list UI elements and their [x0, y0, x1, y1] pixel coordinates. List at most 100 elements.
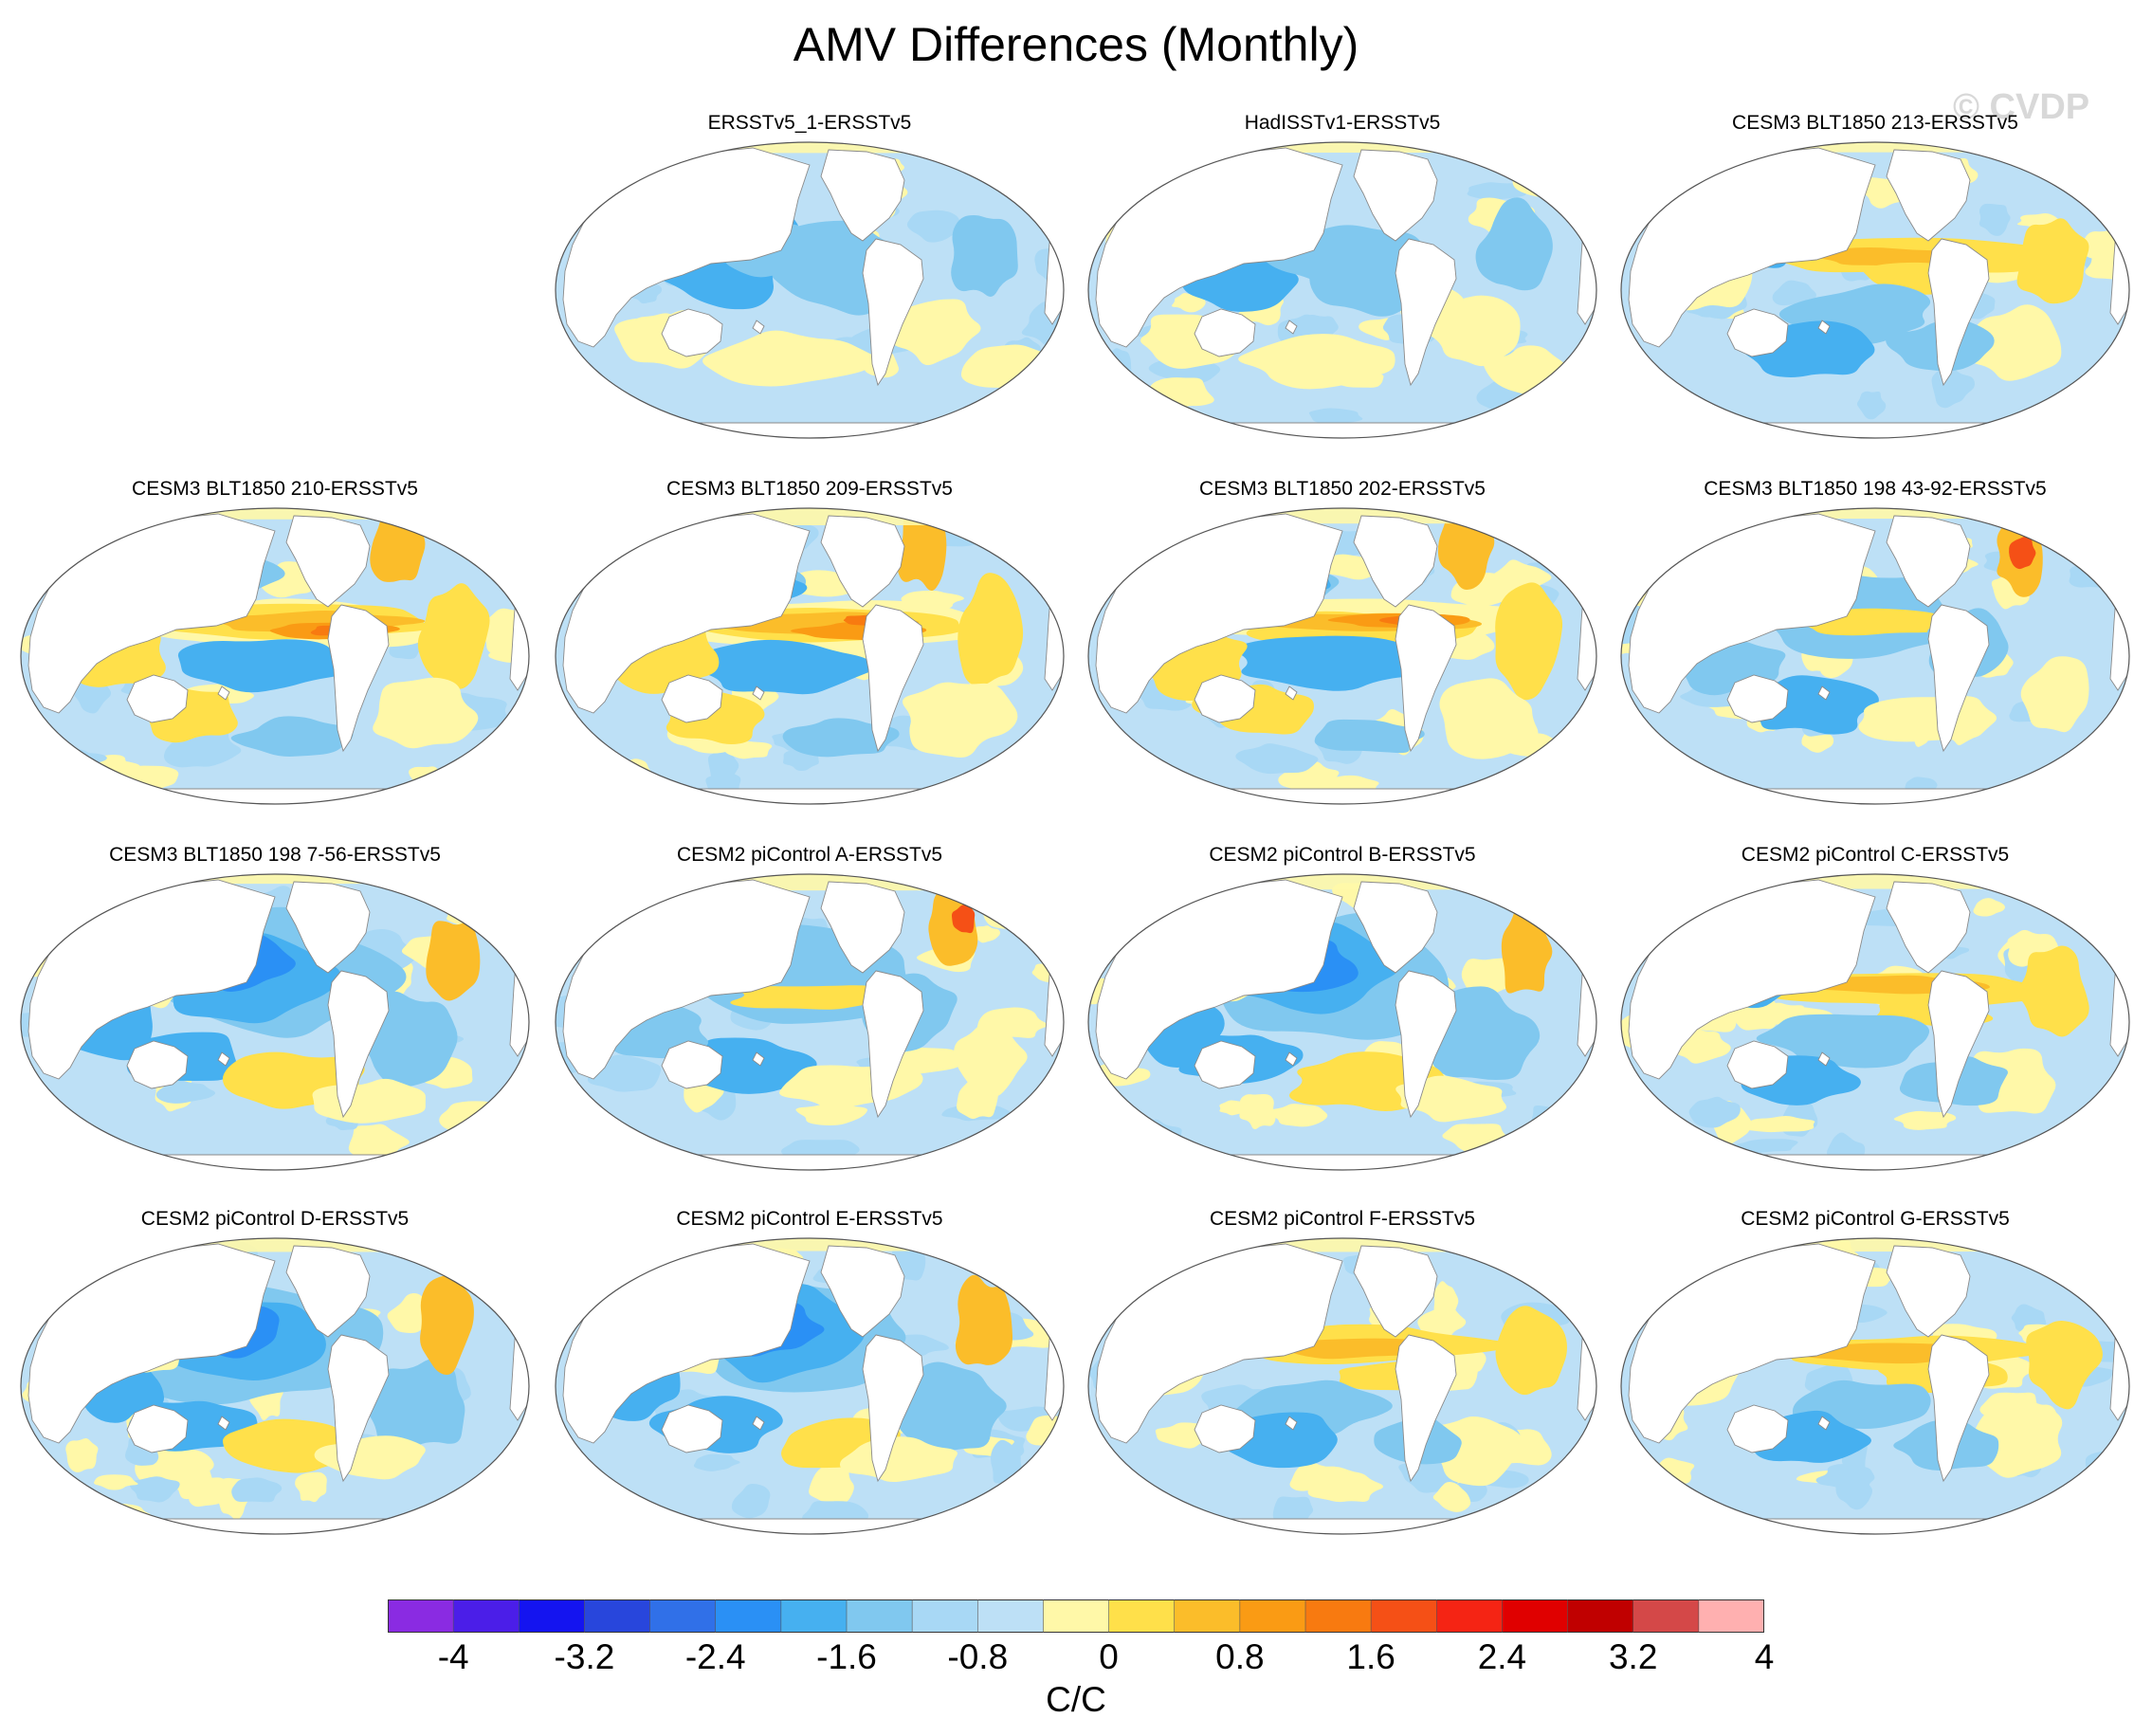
- land-mass: [126, 1040, 189, 1089]
- land-mass: [327, 970, 390, 1119]
- anomaly-contour: [35, 1112, 75, 1148]
- figure-title: AMV Differences (Monthly): [793, 18, 1359, 71]
- colorbar-swatch: [1502, 1599, 1569, 1633]
- land-mass: [1886, 881, 1971, 974]
- panel-title: CESM2 piControl F-ERSSTv5: [1209, 1208, 1476, 1230]
- world-map: [555, 1237, 1065, 1535]
- world-map: [555, 141, 1065, 439]
- anomaly-contour: [689, 639, 875, 695]
- land-mass: [862, 238, 924, 387]
- anomaly-contour: [231, 1477, 283, 1503]
- anomaly-contour: [556, 880, 624, 908]
- anomaly-contour: [177, 639, 359, 693]
- land-mass: [1927, 604, 1990, 753]
- anomaly-contour: [903, 682, 1018, 758]
- anomaly-contour: [2100, 163, 2129, 179]
- map-panel: CESM2 piControl A-ERSSTv5: [550, 844, 1069, 1174]
- land-mass: [217, 1051, 230, 1067]
- panel-title: CESM3 BLT1850 202-ERSSTv5: [1199, 478, 1486, 500]
- land-mass: [126, 674, 189, 723]
- land-mass: [1817, 685, 1831, 701]
- land-mass: [1886, 515, 1971, 608]
- land-mass: [1044, 582, 1064, 691]
- colorbar-tick-label: 0.8: [1215, 1637, 1265, 1676]
- anomaly-contour: [957, 573, 1024, 685]
- anomaly-contour: [951, 215, 1018, 297]
- map-border: [1620, 141, 2130, 439]
- land-mass: [2109, 948, 2129, 1057]
- land-mass: [1817, 1051, 1831, 1067]
- anomaly-contour: [1118, 142, 1168, 179]
- anomaly-contour: [1772, 280, 1816, 306]
- anomaly-contour: [1979, 203, 2011, 236]
- anomaly-contour: [295, 1471, 327, 1503]
- anomaly-contour: [2017, 945, 2089, 1037]
- land-mass: [1817, 320, 1831, 335]
- land-mass: [1886, 149, 1971, 242]
- anomaly-contour: [370, 508, 426, 582]
- anomaly-contour: [1621, 192, 1644, 222]
- watermark: © CVDP: [1953, 87, 2090, 127]
- colorbar-swatch: [519, 1599, 585, 1633]
- land-mass: [509, 1312, 529, 1421]
- land-mass: [285, 1245, 371, 1338]
- world-map: [1087, 507, 1597, 805]
- anomaly-contour: [1298, 315, 1339, 339]
- anomaly-contour: [731, 1484, 771, 1519]
- land-mass: [1353, 1245, 1438, 1338]
- anomaly-contour: [1858, 696, 1997, 742]
- land-mass: [1353, 149, 1438, 242]
- colorbar-swatch: [1305, 1599, 1372, 1633]
- anomaly-contour: [1566, 738, 1596, 781]
- colorbar-tick-label: 3.2: [1608, 1637, 1658, 1676]
- land-mass: [1353, 515, 1438, 608]
- land-mass: [1285, 1051, 1298, 1067]
- land-mass: [1044, 948, 1064, 1057]
- land-mass: [752, 320, 765, 335]
- anomaly-contour: [1439, 678, 1539, 759]
- anomaly-contour: [1856, 391, 1887, 420]
- colorbar-swatch: [977, 1599, 1044, 1633]
- anomaly-contour: [693, 1453, 740, 1471]
- anomaly-contour: [556, 893, 593, 913]
- panel-title: HadISSTv1-ERSSTv5: [1244, 112, 1441, 134]
- anomaly-contour: [2085, 1450, 2129, 1479]
- anomaly-contour: [1308, 408, 1363, 424]
- anomaly-contour: [420, 1275, 474, 1375]
- anomaly-contour: [426, 921, 481, 1001]
- colorbar-units: C/C: [1046, 1680, 1106, 1719]
- land-mass: [1044, 216, 1064, 325]
- anomaly-contour: [1104, 348, 1132, 385]
- world-map: [20, 1237, 530, 1535]
- land-mass: [1927, 238, 1990, 387]
- anomaly-contour: [1289, 1462, 1345, 1491]
- anomaly-contour: [94, 1474, 138, 1490]
- colorbar-swatch: [1174, 1599, 1241, 1633]
- map-panel: HadISSTv1-ERSSTv5: [1083, 112, 1602, 442]
- world-map: [1620, 141, 2130, 439]
- panel-title: CESM3 BLT1850 198 7-56-ERSSTv5: [109, 844, 441, 866]
- map-panel: ERSSTv5_1-ERSSTv5: [550, 112, 1069, 442]
- world-map: [555, 507, 1065, 805]
- anomaly-contour: [1236, 635, 1416, 691]
- land-mass: [2109, 582, 2129, 691]
- anomaly-contour: [373, 677, 479, 749]
- land-mass: [1395, 604, 1457, 753]
- anomaly-contour: [1432, 1481, 1471, 1512]
- world-map: [20, 873, 530, 1171]
- colorbar-tick-label: -1.6: [816, 1637, 877, 1676]
- land-mass: [285, 881, 371, 974]
- anomaly-contour: [2016, 218, 2089, 304]
- colorbar-tick-label: -2.4: [684, 1637, 746, 1676]
- land-mass: [1886, 1245, 1971, 1338]
- anomaly-contour: [1021, 301, 1064, 346]
- anomaly-contour: [1524, 1265, 1596, 1283]
- anomaly-contour: [1461, 958, 1516, 995]
- panel-title: CESM3 BLT1850 213-ERSSTv5: [1732, 112, 2018, 134]
- colorbar-swatch: [1239, 1599, 1306, 1633]
- colorbar-tick-label: 1.6: [1346, 1637, 1395, 1676]
- land-mass: [1817, 1416, 1831, 1431]
- land-mass: [661, 674, 723, 723]
- world-map: [555, 873, 1065, 1171]
- anomaly-contour: [886, 299, 981, 366]
